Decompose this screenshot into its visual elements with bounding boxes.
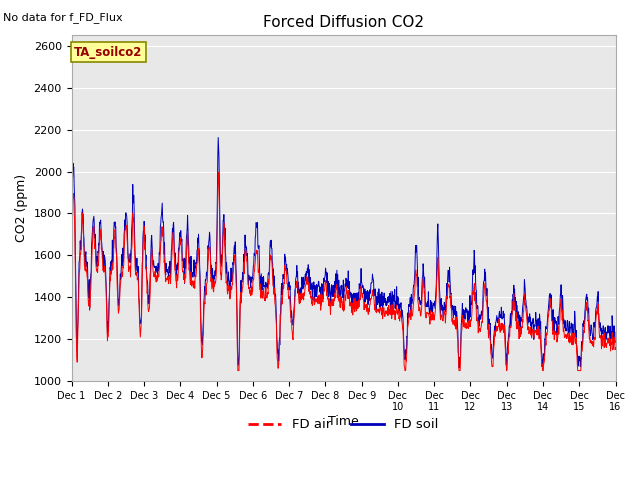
FD soil (250, 262, 257, 268)
FD air (429, 317, 436, 323)
FD soil (68, 201, 76, 207)
FD soil (189, 270, 196, 276)
Line: FD soil: FD soil (72, 137, 616, 368)
FD soil (175, 240, 183, 245)
FD air (175, 247, 183, 252)
FD soil (214, 134, 222, 140)
Text: No data for f_FD_Flux: No data for f_FD_Flux (3, 12, 123, 23)
FD soil (455, 365, 463, 371)
FD soil (612, 339, 620, 345)
Y-axis label: CO2 (ppm): CO2 (ppm) (15, 174, 28, 242)
Text: TA_soilco2: TA_soilco2 (74, 46, 143, 59)
FD air (68, 223, 76, 229)
X-axis label: Time: Time (328, 415, 359, 428)
FD air (250, 268, 258, 274)
Line: FD air: FD air (72, 172, 616, 371)
FD soil (500, 314, 508, 320)
FD soil (548, 305, 556, 311)
FD air (234, 368, 242, 373)
FD air (548, 318, 556, 324)
Legend: FD air, FD soil: FD air, FD soil (243, 413, 444, 437)
FD soil (428, 309, 436, 314)
FD air (500, 330, 508, 336)
FD air (214, 169, 222, 175)
Title: Forced Diffusion CO2: Forced Diffusion CO2 (263, 15, 424, 30)
FD air (189, 278, 196, 284)
FD air (612, 345, 620, 350)
